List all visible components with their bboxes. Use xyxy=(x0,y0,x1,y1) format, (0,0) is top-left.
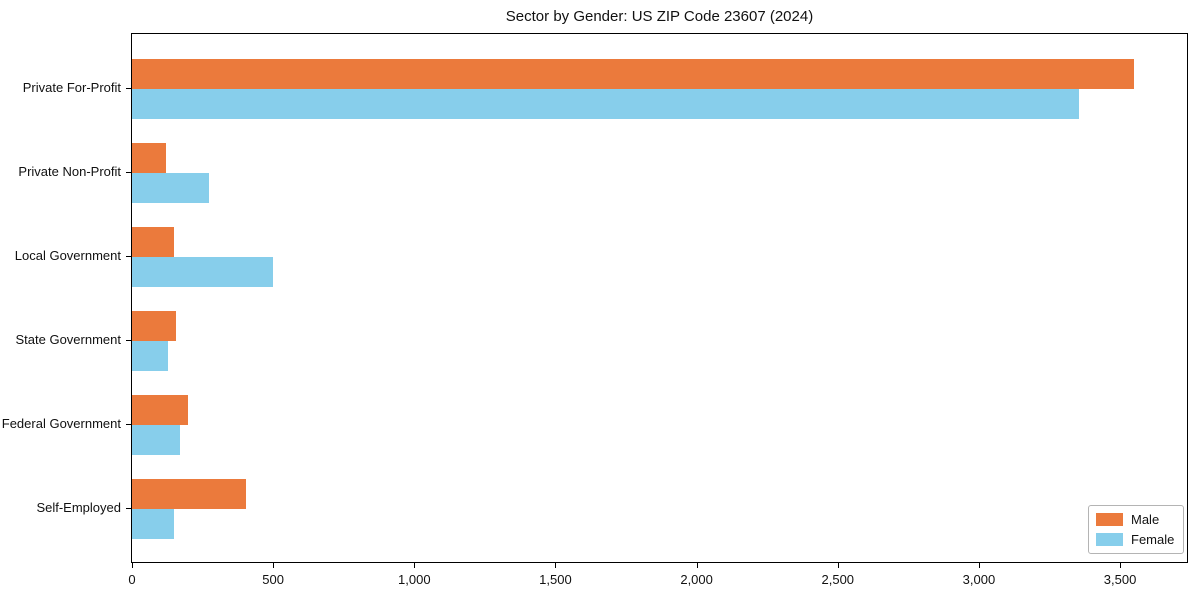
y-tick-label: State Government xyxy=(15,332,122,347)
bar-female xyxy=(132,89,1080,119)
y-tick-label: Local Government xyxy=(14,248,121,263)
bar-group xyxy=(132,479,1187,539)
x-tick-mark xyxy=(414,563,416,568)
bar-male xyxy=(132,395,189,425)
x-tick-mark xyxy=(273,563,275,568)
legend-item-female: Female xyxy=(1096,532,1176,547)
y-tick-label: Private Non-Profit xyxy=(18,164,121,179)
bar-female xyxy=(132,173,209,203)
bar-group xyxy=(132,143,1187,203)
x-tick-label: 2,500 xyxy=(821,572,855,587)
bar-male xyxy=(132,143,166,173)
bar-group xyxy=(132,395,1187,455)
y-tick-label: Private For-Profit xyxy=(22,80,121,95)
female-swatch-icon xyxy=(1096,532,1123,546)
x-tick-mark xyxy=(978,563,980,568)
y-tick-mark xyxy=(126,340,131,341)
plot-area: 0 500 1,000 1,500 2,000 2,500 3,000 3,500 xyxy=(128,33,1188,587)
legend-label-female: Female xyxy=(1131,531,1175,547)
x-tick-label: 3,000 xyxy=(962,572,996,587)
male-swatch-icon xyxy=(1096,513,1123,527)
bar-female xyxy=(132,257,273,287)
bar-female xyxy=(132,425,180,455)
x-tick-label: 0 xyxy=(128,572,136,587)
y-tick-label: Self-Employed xyxy=(36,500,121,515)
x-tick-mark xyxy=(555,563,557,568)
bar-group xyxy=(132,59,1187,119)
bar-female xyxy=(132,341,169,371)
y-tick-mark xyxy=(126,172,131,173)
x-tick-mark xyxy=(696,563,698,568)
legend-item-male: Male xyxy=(1096,512,1176,527)
bar-male xyxy=(132,479,247,509)
x-tick-mark xyxy=(837,563,839,568)
x-tick-label: 500 xyxy=(262,572,284,587)
y-tick-mark xyxy=(126,424,131,425)
bar-group xyxy=(132,227,1187,287)
bar-group xyxy=(132,311,1187,371)
bar-female xyxy=(132,509,174,539)
legend-label-male: Male xyxy=(1131,512,1160,528)
bar-male xyxy=(132,59,1135,89)
x-tick-mark xyxy=(1120,563,1122,568)
bar-male xyxy=(132,227,175,257)
bar-male xyxy=(132,311,176,341)
legend: Male Female xyxy=(1088,505,1184,554)
x-tick-label: 2,000 xyxy=(680,572,713,587)
x-tick-mark xyxy=(132,563,133,568)
x-tick-label: 1,500 xyxy=(539,572,572,587)
x-tick-label: 1,000 xyxy=(398,572,431,587)
y-tick-mark xyxy=(126,88,131,89)
y-tick-mark xyxy=(126,508,131,509)
y-tick-label: Federal Government xyxy=(1,416,121,431)
y-tick-mark xyxy=(126,256,131,257)
x-tick-label: 3,500 xyxy=(1103,572,1137,587)
chart-title: Sector by Gender: US ZIP Code 23607 (202… xyxy=(505,8,814,25)
